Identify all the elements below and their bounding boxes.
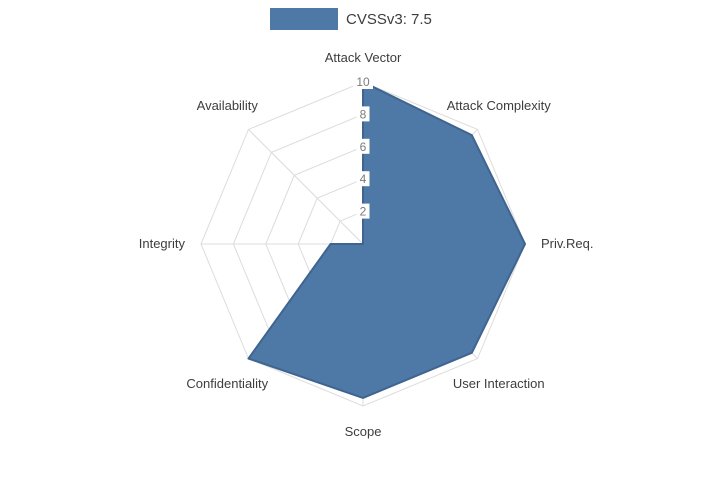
axis-label: Confidentiality [186,376,268,391]
tick-label-bg [356,203,370,219]
radar-series [247,81,526,399]
tick-label-bg [356,171,370,187]
tick-label: 8 [360,107,367,121]
grid-spoke [248,129,364,245]
axis-label: Scope [345,424,382,439]
legend-label: CVSSv3: 7.5 [346,10,432,28]
axis-label: User Interaction [453,376,545,391]
axis-label: Integrity [139,236,186,251]
legend-item[interactable]: CVSSv3: 7.5 [270,8,432,30]
axis-label: Attack Complexity [447,98,552,113]
axis-label: Availability [197,98,259,113]
tick-label: 6 [360,140,367,154]
tick-label: 10 [356,75,370,89]
tick-label: 4 [360,172,367,186]
axis-label: Attack Vector [325,50,402,65]
tick-label-bg [356,138,370,154]
axis-label: Priv.Req. [541,236,594,251]
tick-label-bg [353,74,373,89]
legend-swatch-icon [270,8,338,30]
tick-label-bg [356,106,370,122]
tick-label: 2 [360,205,367,219]
